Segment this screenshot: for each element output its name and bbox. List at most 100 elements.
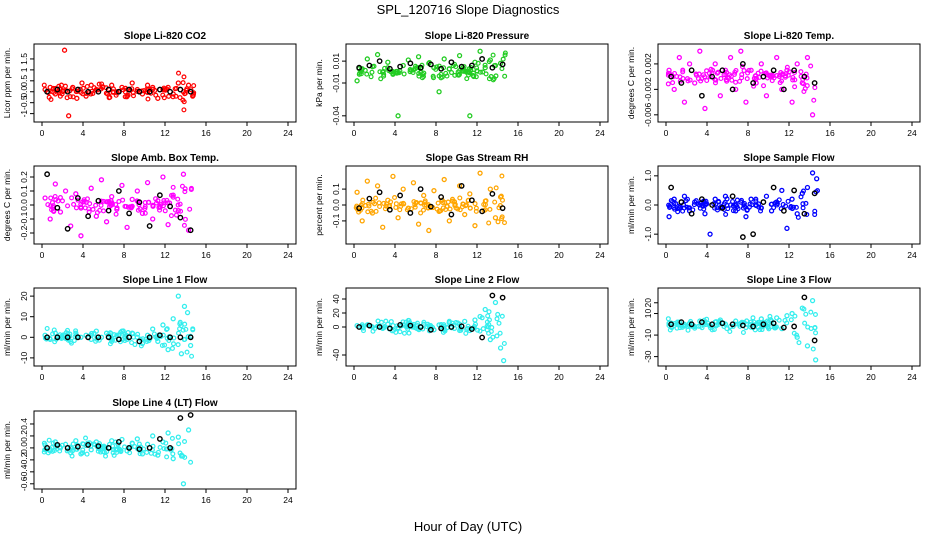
cloud-point (711, 326, 717, 332)
y-tick-label: 0.0 (19, 442, 29, 454)
panel-title: Slope Line 4 (LT) Flow (112, 398, 218, 409)
series-ten-minute (44, 86, 194, 95)
data-point (376, 58, 383, 65)
data-point (167, 88, 174, 95)
data-point (791, 187, 798, 194)
cloud-point (393, 201, 399, 207)
x-tick-label: 16 (825, 128, 835, 138)
data-point (719, 205, 726, 211)
y-tick-label: -10 (643, 329, 653, 342)
cloud-point (742, 203, 748, 209)
data-point (52, 181, 58, 187)
y-tick-label: -10 (19, 351, 29, 364)
x-tick-label: 8 (746, 372, 751, 382)
cloud-point (709, 327, 715, 333)
cloud-point (401, 330, 407, 336)
cloud-point (376, 200, 382, 206)
data-point (678, 199, 685, 205)
cloud-point (494, 316, 500, 322)
data-point (814, 176, 820, 182)
series-ten-minute (44, 171, 194, 234)
x-tick-label: 24 (907, 250, 917, 260)
y-tick-label: -0.1 (19, 211, 29, 226)
data-point (88, 185, 94, 191)
y-tick-label: 20 (643, 298, 653, 308)
data-point (671, 322, 677, 329)
data-point (763, 322, 770, 329)
cloud-point (672, 206, 678, 212)
data-point (697, 48, 703, 54)
data-point (376, 189, 383, 196)
data-point (58, 82, 65, 88)
cloud-point (810, 346, 816, 352)
y-axis-label: degrees C per min. (626, 47, 636, 119)
data-point (105, 86, 112, 93)
data-point (175, 293, 181, 299)
x-tick-label: 16 (201, 372, 211, 382)
y-tick-label: 0.4 (19, 418, 29, 430)
data-point (134, 436, 140, 442)
data-point (386, 206, 393, 213)
data-point (52, 91, 58, 97)
data-point (719, 67, 726, 74)
cloud-point (724, 326, 730, 332)
x-tick-label: 4 (393, 128, 398, 138)
cloud-point (181, 74, 187, 80)
cloud-point (667, 203, 673, 209)
cloud-point (169, 435, 175, 441)
x-tick-label: 8 (122, 495, 127, 505)
data-point (462, 211, 468, 218)
cloud-point (725, 206, 731, 212)
cloud-point (746, 67, 752, 73)
data-point (139, 210, 146, 217)
cloud-point (486, 220, 492, 226)
cloud-point (130, 90, 136, 96)
cloud-point (473, 205, 479, 211)
data-point (417, 186, 424, 192)
x-tick-label: 24 (283, 250, 293, 260)
data-point (441, 56, 447, 62)
cloud-point (803, 311, 809, 317)
cloud-point (375, 318, 381, 324)
cloud-point (370, 199, 376, 205)
cloud-point (494, 333, 500, 339)
cloud-point (113, 211, 119, 217)
cloud-point (435, 200, 441, 206)
data-point (410, 323, 417, 329)
y-tick-label: -0.002 (643, 77, 653, 101)
y-tick-label: 1.0 (643, 170, 653, 182)
data-point (499, 294, 506, 301)
data-point (813, 357, 819, 363)
cloud-point (188, 186, 194, 192)
data-point (753, 202, 759, 208)
y-tick-label: 0.002 (643, 53, 653, 75)
cloud-point (680, 67, 686, 73)
data-point (139, 451, 146, 457)
cloud-point (685, 327, 691, 333)
panel-title: Slope Li-820 Temp. (744, 31, 835, 42)
x-tick-label: 8 (746, 128, 751, 138)
x-tick-label: 20 (242, 250, 252, 260)
data-point (146, 445, 153, 451)
cloud-point (808, 309, 814, 315)
data-point (88, 447, 94, 453)
cloud-point (779, 72, 785, 78)
data-point (160, 174, 166, 180)
cloud-point (485, 313, 491, 319)
x-tick-label: 12 (160, 250, 170, 260)
panel-title: Slope Li-820 Pressure (425, 31, 530, 42)
data-point (359, 66, 365, 72)
cloud-point (792, 84, 798, 90)
cloud-point (96, 81, 102, 87)
data-point (385, 59, 391, 65)
cloud-point (400, 319, 406, 325)
x-tick-label: 20 (866, 250, 876, 260)
data-point (427, 203, 434, 210)
cloud-point (464, 76, 470, 82)
data-point (794, 211, 800, 217)
data-point (791, 67, 798, 74)
x-tick-label: 0 (40, 250, 45, 260)
cloud-point (482, 62, 488, 68)
data-point (698, 92, 705, 99)
data-point (390, 173, 396, 180)
